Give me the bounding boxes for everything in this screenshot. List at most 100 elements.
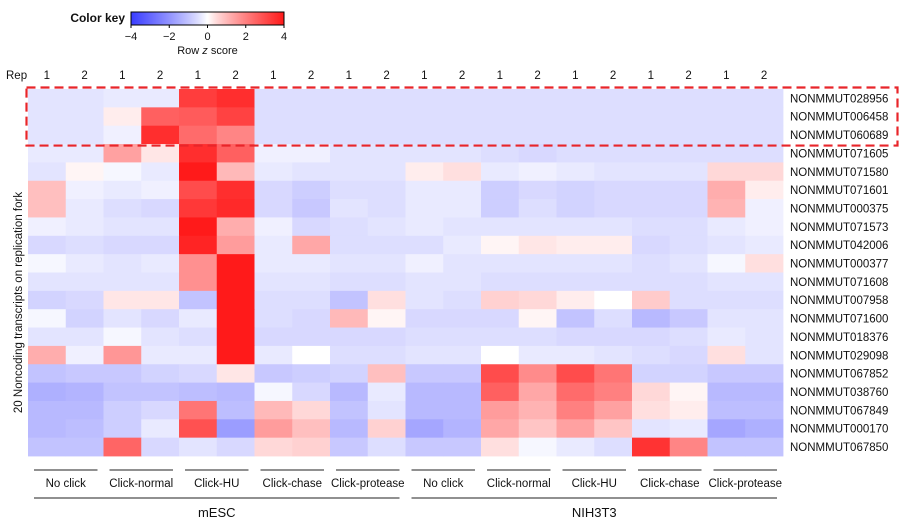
row-label: NONMMUT006458 xyxy=(790,112,888,124)
heatmap-cell xyxy=(556,180,595,200)
heatmap-cell xyxy=(632,144,671,163)
heatmap-cell xyxy=(405,364,444,383)
heatmap-cell xyxy=(28,217,67,237)
heatmap-cell xyxy=(141,327,180,347)
heatmap-cell xyxy=(330,382,369,402)
heatmap-cell xyxy=(254,254,293,273)
heatmap-cell xyxy=(669,254,708,273)
heatmap-cells xyxy=(28,89,784,457)
heatmap-cell xyxy=(745,382,784,402)
heatmap-cell xyxy=(632,290,671,310)
heatmap-cell xyxy=(632,419,671,439)
heatmap-cell xyxy=(405,345,444,365)
heatmap-cell xyxy=(254,400,293,420)
heatmap-cell xyxy=(179,217,218,237)
heatmap-cell xyxy=(103,309,142,328)
heatmap-cell xyxy=(745,199,784,218)
heatmap-cell xyxy=(28,419,67,439)
heatmap-cell xyxy=(141,309,180,328)
row-label: NONMMUT029098 xyxy=(790,350,888,362)
heatmap-cell xyxy=(745,125,784,145)
heatmap-cell xyxy=(594,327,633,347)
rep-number: 1 xyxy=(572,70,578,82)
heatmap-cell xyxy=(632,162,671,182)
heatmap-cell xyxy=(216,144,255,163)
heatmap-cell xyxy=(443,235,482,255)
color-key-title: Color key xyxy=(70,11,125,25)
heatmap-cell xyxy=(292,235,331,255)
heatmap-cell xyxy=(28,144,67,163)
heatmap-cell xyxy=(65,199,104,218)
heatmap-cell xyxy=(518,125,557,145)
heatmap-cell xyxy=(28,364,67,383)
heatmap-cell xyxy=(65,107,104,127)
row-label: NONMMUT038760 xyxy=(790,387,888,399)
heatmap-cell xyxy=(367,89,406,108)
heatmap-cell xyxy=(405,107,444,127)
heatmap-cell xyxy=(518,199,557,218)
heatmap-cell xyxy=(518,89,557,108)
heatmap-cell xyxy=(292,419,331,439)
heatmap-cell xyxy=(330,125,369,145)
heatmap-cell xyxy=(594,89,633,108)
heatmap-cell xyxy=(556,254,595,273)
heatmap-cell xyxy=(292,125,331,145)
heatmap-cell xyxy=(443,327,482,347)
row-label: NONMMUT018376 xyxy=(790,332,888,344)
heatmap-cell xyxy=(216,217,255,237)
heatmap-cell xyxy=(292,309,331,328)
heatmap-cell xyxy=(481,400,520,420)
heatmap-cell xyxy=(330,107,369,127)
heatmap-cell xyxy=(28,272,67,292)
heatmap-cell xyxy=(65,89,104,108)
heatmap-cell xyxy=(481,254,520,273)
heatmap-cell xyxy=(103,217,142,237)
rep-number: 2 xyxy=(232,70,238,82)
heatmap-cell xyxy=(632,382,671,402)
heatmap-cell xyxy=(443,345,482,365)
heatmap-cell xyxy=(254,199,293,218)
heatmap-cell xyxy=(745,272,784,292)
heatmap-cell xyxy=(330,327,369,347)
heatmap-cell xyxy=(594,199,633,218)
heatmap-cell xyxy=(518,364,557,383)
heatmap-cell xyxy=(254,272,293,292)
rep-number: 2 xyxy=(459,70,465,82)
rep-number: 1 xyxy=(44,70,50,82)
heatmap-cell xyxy=(405,309,444,328)
heatmap-cell xyxy=(65,144,104,163)
heatmap-cell xyxy=(254,107,293,127)
heatmap-cell xyxy=(330,419,369,439)
heatmap-cell xyxy=(556,364,595,383)
heatmap-cell xyxy=(367,419,406,439)
heatmap-cell xyxy=(405,437,444,457)
heatmap-cell xyxy=(65,290,104,310)
heatmap-cell xyxy=(481,290,520,310)
heatmap-cell xyxy=(405,327,444,347)
heatmap-cell xyxy=(707,162,746,182)
heatmap-cell xyxy=(443,309,482,328)
heatmap-cell xyxy=(28,199,67,218)
heatmap-cell xyxy=(367,217,406,237)
heatmap-cell xyxy=(367,199,406,218)
heatmap-cell xyxy=(254,309,293,328)
heatmap-cell xyxy=(179,290,218,310)
heatmap-cell xyxy=(65,309,104,328)
heatmap-cell xyxy=(632,125,671,145)
heatmap-cell xyxy=(141,290,180,310)
heatmap-cell xyxy=(669,107,708,127)
heatmap-cell xyxy=(405,290,444,310)
heatmap-cell xyxy=(28,437,67,457)
heatmap-cell xyxy=(745,144,784,163)
heatmap-cell xyxy=(443,437,482,457)
rep-number: 2 xyxy=(761,70,767,82)
condition-label: Click-normal xyxy=(487,478,551,490)
heatmap-cell xyxy=(65,272,104,292)
heatmap-cell xyxy=(745,419,784,439)
heatmap-cell xyxy=(556,235,595,255)
heatmap-cell xyxy=(216,327,255,347)
color-key-label: Row z score xyxy=(177,45,238,57)
row-label: NONMMUT071580 xyxy=(790,167,888,179)
heatmap-cell xyxy=(481,364,520,383)
heatmap-cell xyxy=(103,199,142,218)
